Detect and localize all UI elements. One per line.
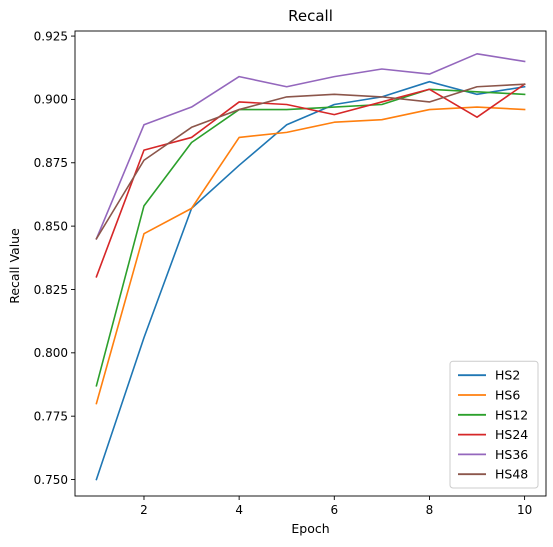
y-tick-label: 0.825 [34,283,68,297]
plot-frame [74,30,547,497]
y-tick-label: 0.850 [34,219,68,233]
series-line-hs2 [95,80,526,481]
series-line-hs6 [95,106,526,405]
chart-title: Recall [288,7,333,25]
series-lines [95,53,526,481]
y-axis-label: Recall Value [7,228,22,304]
series-line-hs48 [95,83,526,240]
legend-label-hs2: HS2 [495,368,520,383]
y-tick-label: 0.750 [34,473,68,487]
axes: 2 4 6 8 10 0.750 0.775 0.800 0.825 0.850 0.875 0.90… [34,29,547,517]
legend-label-hs48: HS48 [495,467,528,482]
y-tick-label: 0.775 [34,409,68,423]
x-tick-label: 4 [235,503,243,517]
y-tick-label: 0.875 [34,156,68,170]
y-tick-label: 0.900 [34,93,68,107]
x-tick-label: 8 [426,503,434,517]
x-axis-label: Epoch [291,521,329,536]
legend: HS2 HS6 HS12 HS24 HS36 HS48 [449,360,539,489]
series-line-hs12 [95,88,526,387]
x-tick-label: 2 [140,503,148,517]
series-line-hs36 [95,53,526,240]
legend-box [449,360,539,489]
legend-label-hs6: HS6 [495,388,520,403]
legend-label-hs36: HS36 [495,447,528,462]
x-tick-label: 6 [330,503,338,517]
y-tick-label: 0.800 [34,346,68,360]
y-tick-label: 0.925 [34,29,68,43]
legend-label-hs24: HS24 [495,427,528,442]
x-tick-label: 10 [517,503,532,517]
legend-label-hs12: HS12 [495,407,528,422]
